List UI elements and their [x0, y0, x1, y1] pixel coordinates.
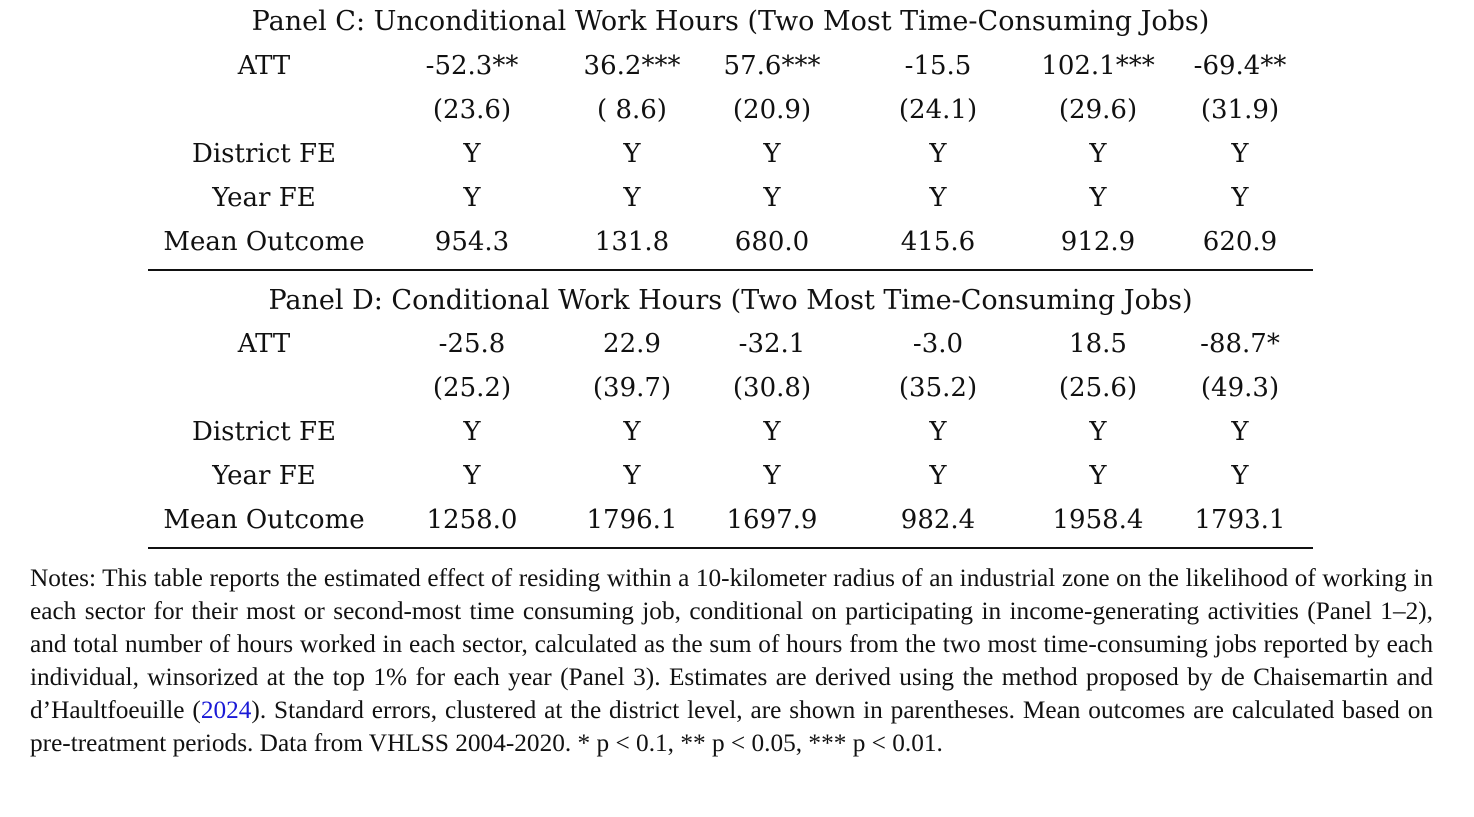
table-cell: 1697.9 [726, 505, 818, 535]
row-label: District FE [192, 417, 336, 447]
table-cell: -52.3** [425, 51, 519, 81]
table-cell: (30.8) [732, 373, 812, 403]
table-row: Year FE Y Y Y Y Y Y [148, 456, 1313, 496]
table-cell: (39.7) [592, 373, 672, 403]
table-cell: 954.3 [434, 227, 510, 257]
notes-text-before-citation: Notes: This table reports the estimated … [30, 564, 1433, 724]
table-cell: 982.4 [900, 505, 976, 535]
table-cell: Y [763, 183, 781, 213]
table-cell: (29.6) [1058, 95, 1138, 125]
table-cell: 620.9 [1202, 227, 1278, 257]
table-cell: Y [1089, 139, 1107, 169]
table-cell: 1793.1 [1194, 505, 1286, 535]
table-cell: 1796.1 [586, 505, 678, 535]
table-cell: Y [1231, 461, 1249, 491]
table-cell: 1258.0 [426, 505, 518, 535]
table-cell: Y [1231, 417, 1249, 447]
panel-divider-rule [148, 269, 1313, 271]
table-cell: Y [623, 139, 641, 169]
row-label: Mean Outcome [163, 227, 365, 257]
table-cell: Y [929, 139, 947, 169]
table-bottom-rule [148, 547, 1313, 549]
table-cell: Y [1089, 417, 1107, 447]
table-row: ATT -25.8 22.9 -32.1 -3.0 18.5 -88.7* [148, 324, 1313, 364]
table-cell: -15.5 [904, 51, 972, 81]
table-row: District FE Y Y Y Y Y Y [148, 412, 1313, 452]
table-cell: 57.6*** [723, 51, 821, 81]
table-cell: 415.6 [900, 227, 976, 257]
table-cell: Y [1231, 139, 1249, 169]
citation-link[interactable]: 2024 [200, 696, 252, 724]
panel-c-title: Panel C: Unconditional Work Hours (Two M… [251, 6, 1210, 37]
table-cell: (31.9) [1200, 95, 1280, 125]
table-cell: Y [929, 461, 947, 491]
row-label: Year FE [212, 183, 316, 213]
notes-text-after-citation: ). Standard errors, clustered at the dis… [30, 696, 1433, 757]
table-cell: Y [463, 461, 481, 491]
table-cell: (23.6) [432, 95, 512, 125]
table-cell: (35.2) [898, 373, 978, 403]
table-cell: 131.8 [594, 227, 670, 257]
table-cell: Y [763, 461, 781, 491]
table-cell: (25.2) [432, 373, 512, 403]
table-cell: Y [763, 417, 781, 447]
table-row: District FE Y Y Y Y Y Y [148, 134, 1313, 174]
table-cell: Y [463, 183, 481, 213]
table-row: (25.2) (39.7) (30.8) (35.2) (25.6) (49.3… [148, 368, 1313, 408]
table-cell: 680.0 [734, 227, 810, 257]
row-label: ATT [237, 329, 291, 359]
table-cell: -25.8 [438, 329, 506, 359]
table-cell: (25.6) [1058, 373, 1138, 403]
table-cell: 18.5 [1069, 329, 1127, 359]
table-cell: 22.9 [603, 329, 661, 359]
table-cell: Y [1089, 183, 1107, 213]
table-cell: 36.2*** [583, 51, 681, 81]
table-row: (23.6) ( 8.6) (20.9) (24.1) (29.6) (31.9… [148, 90, 1313, 130]
table-cell: Y [463, 139, 481, 169]
row-label: Year FE [212, 461, 316, 491]
table-cell: Y [929, 417, 947, 447]
table-cell: ( 8.6) [597, 95, 667, 125]
table-cell: 102.1*** [1041, 51, 1155, 81]
table-row: ATT -52.3** 36.2*** 57.6*** -15.5 102.1*… [148, 46, 1313, 86]
table-cell: -88.7* [1200, 329, 1280, 359]
row-label: Mean Outcome [163, 505, 365, 535]
table-notes: Notes: This table reports the estimated … [30, 562, 1433, 760]
table-cell: (49.3) [1200, 373, 1280, 403]
table-cell: Y [1231, 183, 1249, 213]
table-cell: Y [623, 417, 641, 447]
table-cell: -69.4** [1193, 51, 1287, 81]
table-cell: Y [929, 183, 947, 213]
table-cell: Y [1089, 461, 1107, 491]
table-cell: (24.1) [898, 95, 978, 125]
table-row: Year FE Y Y Y Y Y Y [148, 178, 1313, 218]
table-cell: -3.0 [912, 329, 964, 359]
table-row: Mean Outcome 1258.0 1796.1 1697.9 982.4 … [148, 500, 1313, 540]
row-label: ATT [237, 51, 291, 81]
table-cell: Y [463, 417, 481, 447]
panel-d-title: Panel D: Conditional Work Hours (Two Mos… [268, 285, 1193, 316]
row-label: District FE [192, 139, 336, 169]
table-cell: Y [763, 139, 781, 169]
table-cell: Y [623, 461, 641, 491]
table-cell: -32.1 [738, 329, 806, 359]
table-cell: 912.9 [1060, 227, 1136, 257]
table-cell: 1958.4 [1052, 505, 1144, 535]
table-cell: Y [623, 183, 641, 213]
table-row: Mean Outcome 954.3 131.8 680.0 415.6 912… [148, 222, 1313, 262]
table-cell: (20.9) [732, 95, 812, 125]
